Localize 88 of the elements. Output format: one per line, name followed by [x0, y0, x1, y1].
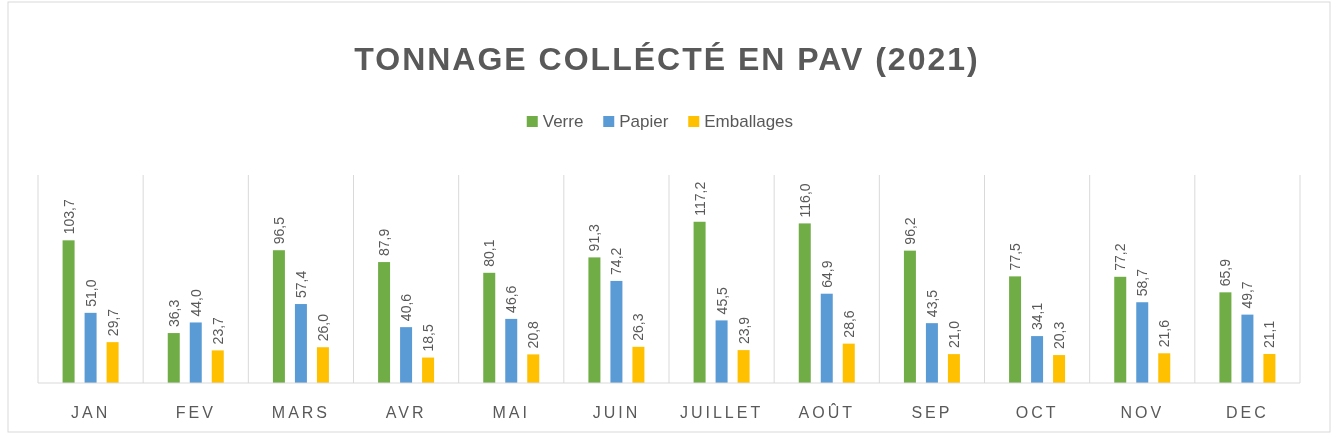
bar — [1009, 276, 1022, 383]
x-tick-label: MARS — [271, 404, 331, 421]
x-tick-label: AVR — [385, 404, 427, 421]
bar — [1158, 353, 1171, 383]
data-label: 91,3 — [586, 223, 603, 252]
data-label: 74,2 — [608, 247, 625, 275]
x-tick-label: FEV — [175, 404, 216, 421]
x-tick-label: JUIN — [592, 404, 641, 421]
data-label: 58,7 — [1134, 268, 1151, 297]
data-label: 23,7 — [209, 316, 226, 345]
bar — [610, 280, 623, 383]
bar — [1263, 353, 1276, 383]
bar — [820, 293, 833, 383]
bar — [842, 343, 855, 383]
bar — [715, 320, 728, 383]
bar — [1219, 292, 1232, 383]
legend-label: Verre — [542, 112, 584, 131]
data-label: 28,6 — [840, 310, 857, 338]
data-label: 87,9 — [376, 228, 393, 257]
data-label: 80,1 — [481, 239, 498, 267]
data-label: 21,6 — [1156, 319, 1173, 348]
bar — [1031, 336, 1044, 383]
data-label: 77,2 — [1112, 243, 1129, 271]
bar — [378, 262, 391, 383]
x-tick-label: NOV — [1120, 404, 1165, 421]
data-label: 116,0 — [796, 183, 813, 218]
data-label: 21,1 — [1261, 320, 1278, 348]
bar — [483, 272, 496, 383]
bar — [106, 342, 119, 383]
data-label: 20,8 — [525, 320, 542, 349]
bar — [211, 350, 224, 383]
data-label: 26,0 — [314, 313, 331, 342]
bar — [798, 223, 811, 383]
data-label: 44,0 — [187, 289, 204, 317]
bar — [1241, 314, 1254, 383]
bar — [62, 240, 75, 383]
x-tick-label: DEC — [1226, 404, 1269, 421]
x-tick-label: JAN — [70, 404, 111, 421]
bar — [272, 250, 285, 383]
data-label: 96,2 — [901, 217, 918, 245]
data-label: 96,5 — [270, 216, 287, 245]
bar — [1053, 355, 1066, 383]
data-label: 64,9 — [818, 260, 835, 288]
x-tick-label: JUILLET — [679, 404, 764, 421]
bar — [947, 354, 960, 383]
x-tick-label: MAI — [492, 404, 530, 421]
bar — [693, 221, 706, 383]
data-label: 51,0 — [82, 279, 99, 307]
data-label: 77,5 — [1007, 242, 1024, 271]
x-tick-label: SEP — [911, 404, 953, 421]
x-tick-label: OCT — [1015, 404, 1059, 421]
data-label: 65,9 — [1217, 258, 1234, 287]
bar — [903, 250, 916, 383]
bar — [400, 327, 413, 383]
bar — [925, 323, 938, 383]
bar — [527, 354, 540, 383]
chart-title: TONNAGE COLLÉCTÉ EN PAV (2021) — [354, 41, 980, 77]
data-label: 40,6 — [398, 293, 415, 322]
data-label: 103,7 — [60, 199, 77, 235]
bar — [737, 350, 750, 383]
bar — [505, 318, 518, 383]
legend-label: Emballages — [704, 112, 794, 131]
bar — [189, 322, 202, 383]
data-label: 21,0 — [945, 320, 962, 349]
data-label: 49,7 — [1239, 281, 1256, 309]
data-label: 57,4 — [292, 270, 309, 299]
bar — [316, 347, 329, 383]
bar — [294, 304, 307, 383]
data-label: 23,9 — [735, 316, 752, 345]
bar — [588, 257, 601, 383]
data-label: 45,5 — [713, 286, 730, 315]
bar — [1114, 276, 1127, 383]
bar — [422, 357, 435, 383]
legend-label: Papier — [619, 112, 669, 131]
data-label: 43,5 — [923, 289, 940, 318]
data-label: 36,3 — [165, 299, 182, 328]
bar — [1136, 302, 1149, 383]
bar — [167, 333, 180, 383]
data-label: 26,3 — [630, 313, 647, 341]
data-label: 46,6 — [503, 285, 520, 313]
bar — [632, 346, 645, 383]
data-label: 18,5 — [420, 324, 437, 352]
data-label: 117,2 — [691, 181, 708, 216]
data-label: 20,3 — [1051, 321, 1068, 350]
data-label: 29,7 — [104, 308, 121, 337]
x-tick-label: AOÛT — [798, 403, 855, 421]
data-label: 34,1 — [1029, 302, 1046, 331]
bar — [84, 312, 97, 383]
